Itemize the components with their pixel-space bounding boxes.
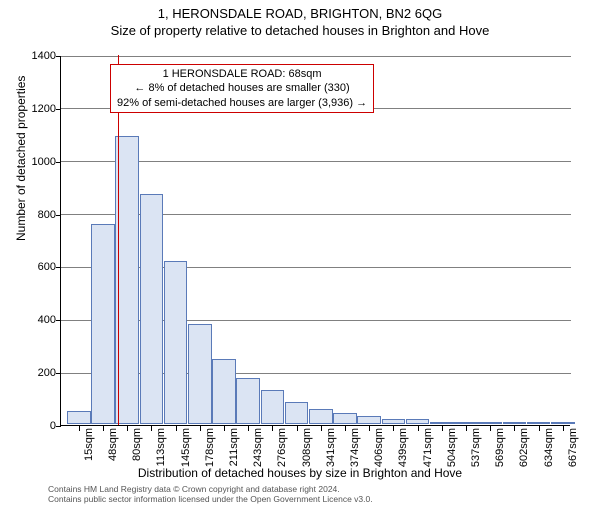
histogram-bar — [91, 224, 115, 424]
xtick-mark — [127, 426, 128, 431]
ytick-label: 600 — [38, 261, 56, 273]
histogram-bar — [551, 422, 575, 424]
ytick-mark — [56, 320, 61, 321]
footer: Contains HM Land Registry data © Crown c… — [48, 485, 373, 504]
xtick-mark — [103, 426, 104, 431]
xtick-label: 504sqm — [446, 428, 458, 467]
ytick-mark — [56, 109, 61, 110]
histogram-bar — [454, 422, 478, 424]
xtick-label: 406sqm — [373, 428, 385, 467]
histogram-bar — [285, 402, 309, 424]
xtick-mark — [176, 426, 177, 431]
histogram-bar — [357, 416, 381, 424]
callout-line2: ← 8% of detached houses are smaller (330… — [117, 81, 367, 95]
page-subtitle: Size of property relative to detached ho… — [0, 23, 600, 38]
histogram-bar — [115, 136, 139, 424]
ytick-mark — [56, 215, 61, 216]
xtick-label: 48sqm — [107, 428, 119, 461]
y-axis-label: Number of detached properties — [14, 76, 28, 241]
histogram-bar — [164, 261, 188, 424]
histogram-bar — [67, 411, 91, 424]
callout-line3: 92% of semi-detached houses are larger (… — [117, 96, 367, 110]
ytick-label: 200 — [38, 367, 56, 379]
histogram-bar — [503, 422, 527, 424]
xtick-label: 276sqm — [276, 428, 288, 467]
xtick-mark — [79, 426, 80, 431]
histogram-bar — [430, 422, 454, 424]
xtick-mark — [539, 426, 540, 431]
xtick-mark — [248, 426, 249, 431]
xtick-mark — [563, 426, 564, 431]
ytick-mark — [56, 373, 61, 374]
xtick-label: 374sqm — [349, 428, 361, 467]
xtick-label: 634sqm — [543, 428, 555, 467]
xtick-label: 471sqm — [422, 428, 434, 467]
xtick-mark — [369, 426, 370, 431]
xtick-label: 308sqm — [301, 428, 313, 467]
xtick-label: 341sqm — [325, 428, 337, 467]
xtick-label: 178sqm — [204, 428, 216, 467]
xtick-label: 211sqm — [228, 428, 240, 466]
ytick-mark — [56, 426, 61, 427]
histogram-bar — [212, 359, 236, 424]
ytick-mark — [56, 56, 61, 57]
xtick-label: 602sqm — [518, 428, 530, 467]
histogram-bar — [188, 324, 212, 424]
ytick-mark — [56, 267, 61, 268]
ytick-mark — [56, 162, 61, 163]
xtick-mark — [393, 426, 394, 431]
callout-box: 1 HERONSDALE ROAD: 68sqm ← 8% of detache… — [110, 64, 374, 113]
ytick-label: 1200 — [32, 103, 56, 115]
xtick-mark — [514, 426, 515, 431]
xtick-mark — [224, 426, 225, 431]
gridline — [61, 56, 571, 57]
histogram-bar — [261, 390, 285, 424]
xtick-label: 439sqm — [397, 428, 409, 467]
xtick-mark — [466, 426, 467, 431]
xtick-mark — [418, 426, 419, 431]
xtick-mark — [297, 426, 298, 431]
ytick-label: 400 — [38, 314, 56, 326]
xtick-label: 145sqm — [180, 428, 192, 467]
chart-area: 020040060080010001200140015sqm48sqm80sqm… — [60, 56, 570, 426]
histogram-bar — [309, 409, 333, 424]
xtick-mark — [345, 426, 346, 431]
xtick-mark — [321, 426, 322, 431]
xtick-label: 537sqm — [470, 428, 482, 467]
xtick-label: 113sqm — [155, 428, 167, 466]
ytick-label: 800 — [38, 209, 56, 221]
xtick-mark — [442, 426, 443, 431]
xtick-mark — [151, 426, 152, 431]
xtick-label: 243sqm — [252, 428, 264, 467]
ytick-label: 1000 — [32, 156, 56, 168]
histogram-bar — [406, 419, 430, 424]
callout-line1: 1 HERONSDALE ROAD: 68sqm — [117, 67, 367, 81]
xtick-label: 15sqm — [83, 428, 95, 461]
xtick-mark — [200, 426, 201, 431]
xtick-label: 80sqm — [131, 428, 143, 461]
histogram-bar — [478, 422, 502, 424]
histogram-bar — [140, 194, 164, 424]
xtick-mark — [490, 426, 491, 431]
page-title: 1, HERONSDALE ROAD, BRIGHTON, BN2 6QG — [0, 6, 600, 21]
xtick-mark — [272, 426, 273, 431]
xtick-label: 569sqm — [494, 428, 506, 467]
ytick-label: 0 — [50, 420, 56, 432]
ytick-label: 1400 — [32, 50, 56, 62]
footer-line2: Contains public sector information licen… — [48, 495, 373, 504]
histogram-bar — [527, 422, 551, 424]
x-axis-label: Distribution of detached houses by size … — [0, 466, 600, 480]
histogram-bar — [236, 378, 260, 424]
xtick-label: 667sqm — [567, 428, 579, 467]
histogram-bar — [382, 419, 406, 424]
histogram-bar — [333, 413, 357, 424]
